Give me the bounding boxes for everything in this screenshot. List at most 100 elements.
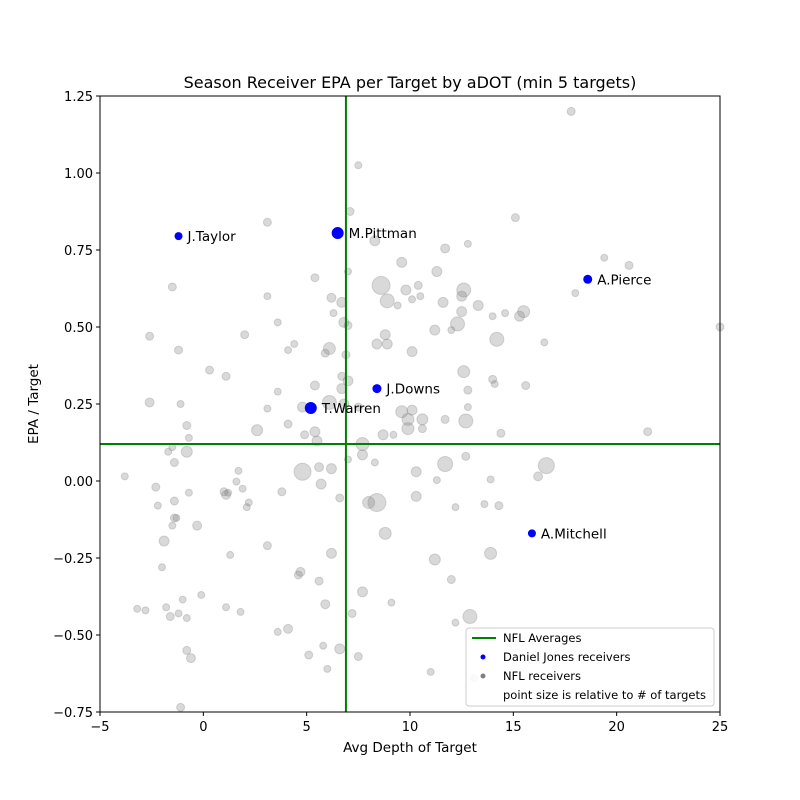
nfl-receiver-point xyxy=(643,427,653,437)
x-axis-title: Avg Depth of Target xyxy=(343,740,477,756)
nfl-receiver-point xyxy=(451,503,460,512)
nfl-receiver-point xyxy=(141,606,150,615)
nfl-receiver-point xyxy=(182,645,192,655)
nfl-receiver-point xyxy=(133,604,142,613)
nfl-receiver-point xyxy=(537,457,555,475)
nfl-receiver-point xyxy=(354,161,363,170)
nfl-receiver-point xyxy=(244,498,253,507)
nfl-receiver-point xyxy=(309,426,321,438)
receiver-label: J.Downs xyxy=(385,382,440,398)
nfl-receiver-point xyxy=(120,472,129,481)
nfl-receiver-point xyxy=(300,430,310,440)
nfl-receiver-point xyxy=(514,310,526,322)
nfl-receiver-point xyxy=(169,496,179,506)
nfl-receiver-point xyxy=(310,273,320,283)
nfl-receiver-point xyxy=(396,256,408,268)
nfl-receiver-point xyxy=(533,471,544,482)
nfl-receiver-point xyxy=(461,451,471,461)
plot-frame xyxy=(99,95,721,713)
nfl-receiver-point xyxy=(463,403,472,412)
nfl-receiver-point xyxy=(347,608,357,618)
nfl-receiver-point xyxy=(401,422,415,436)
nfl-receiver-point xyxy=(345,207,355,216)
y-tick-label: −0.25 xyxy=(53,552,93,567)
nfl-receiver-point xyxy=(480,500,489,509)
nfl-receiver-point xyxy=(496,428,506,438)
nfl-receiver-point xyxy=(290,339,299,348)
nfl-receiver-point xyxy=(158,563,166,572)
nfl-receiver-point xyxy=(325,547,337,559)
nfl-receiver-point xyxy=(429,324,441,336)
x-tick-label: 10 xyxy=(402,720,419,735)
nfl-receiver-point xyxy=(400,284,412,296)
x-tick-label: 5 xyxy=(303,720,311,735)
nfl-receiver-point xyxy=(488,374,498,384)
nfl-receiver-point xyxy=(221,489,232,500)
nfl-receiver-point xyxy=(185,653,196,664)
nfl-receiver-point xyxy=(406,346,418,358)
chart-title: Season Receiver EPA per Target by aDOT (… xyxy=(184,73,637,92)
receiver-label: T.Warren xyxy=(321,401,381,417)
nfl-receiver-point xyxy=(182,421,192,431)
x-tick-label: 25 xyxy=(712,720,729,735)
nfl-receiver-point xyxy=(158,535,170,547)
nfl-receiver-point xyxy=(540,338,549,347)
nfl-receiver-point xyxy=(431,266,443,278)
nfl-receiver-point xyxy=(437,296,449,308)
nfl-receiver-point xyxy=(389,430,398,439)
nfl-receiver-point xyxy=(462,609,478,625)
nfl-receiver-point xyxy=(371,338,383,350)
highlighted-receiver-point xyxy=(304,402,317,415)
nfl-receiver-point xyxy=(205,365,215,375)
nfl-receiver-point xyxy=(242,503,251,512)
nfl-receiver-point xyxy=(325,463,337,475)
nfl-receiver-point xyxy=(370,458,379,467)
x-tick-label: 15 xyxy=(505,720,522,735)
nfl-receiver-point xyxy=(510,213,520,223)
nfl-receiver-point xyxy=(456,290,468,302)
receiver-label: J.Taylor xyxy=(187,229,237,245)
nfl-receiver-point xyxy=(379,293,395,309)
nfl-receiver-point xyxy=(410,490,422,502)
x-tick-label: 0 xyxy=(199,720,207,735)
nfl-receiver-point xyxy=(251,424,264,437)
nfl-receiver-point xyxy=(367,493,387,513)
y-axis-title: EPA / Target xyxy=(26,364,42,444)
nfl-receiver-point xyxy=(416,413,429,426)
nfl-receiver-point xyxy=(463,239,472,248)
nfl-receiver-point xyxy=(417,424,427,434)
nfl-receiver-point xyxy=(428,553,441,566)
nfl-receiver-point xyxy=(221,371,231,381)
nfl-receiver-point xyxy=(440,243,451,254)
nfl-receiver-point xyxy=(263,292,272,301)
receiver-label: M.Pittman xyxy=(349,226,417,242)
x-tick-label: 20 xyxy=(608,720,625,735)
nfl-receiver-point xyxy=(381,338,393,350)
nfl-receiver-point xyxy=(192,520,203,531)
nfl-receiver-point xyxy=(314,576,324,586)
receiver-label: A.Pierce xyxy=(597,272,651,288)
nfl-receiver-point xyxy=(600,253,609,262)
nfl-receiver-point xyxy=(334,643,346,655)
nfl-receiver-point xyxy=(486,475,495,484)
y-axis: −0.75 −0.50 −0.25 0.00 0.25 0.50 0.75 1.00 1.25 xyxy=(53,90,100,721)
nfl-receiver-point xyxy=(144,397,155,408)
highlighted-receiver-point xyxy=(331,227,344,240)
nfl-receiver-point xyxy=(319,641,328,650)
nfl-receiver-point xyxy=(323,664,332,673)
nfl-receiver-point xyxy=(293,570,303,580)
nfl-receiver-point xyxy=(176,702,186,712)
nfl-receiver-point xyxy=(309,380,320,391)
legend-label-averages: NFL Averages xyxy=(503,631,582,645)
nfl-receiver-point xyxy=(180,445,193,458)
nfl-receiver-point xyxy=(219,487,229,497)
nfl-receiver-point xyxy=(162,603,171,612)
nfl-receiver-point xyxy=(446,575,456,585)
nfl-receiver-point xyxy=(457,365,471,379)
nfl-receiver-point xyxy=(458,413,474,429)
nfl-receiver-point xyxy=(304,650,314,660)
plot-area: J.Taylor M.Pittman A.Pierce J.DownsT.Warren… xyxy=(100,96,725,712)
nfl-receiver-point xyxy=(489,331,505,347)
nfl-receiver-point xyxy=(326,292,337,303)
nfl-receiver-point xyxy=(226,550,235,559)
